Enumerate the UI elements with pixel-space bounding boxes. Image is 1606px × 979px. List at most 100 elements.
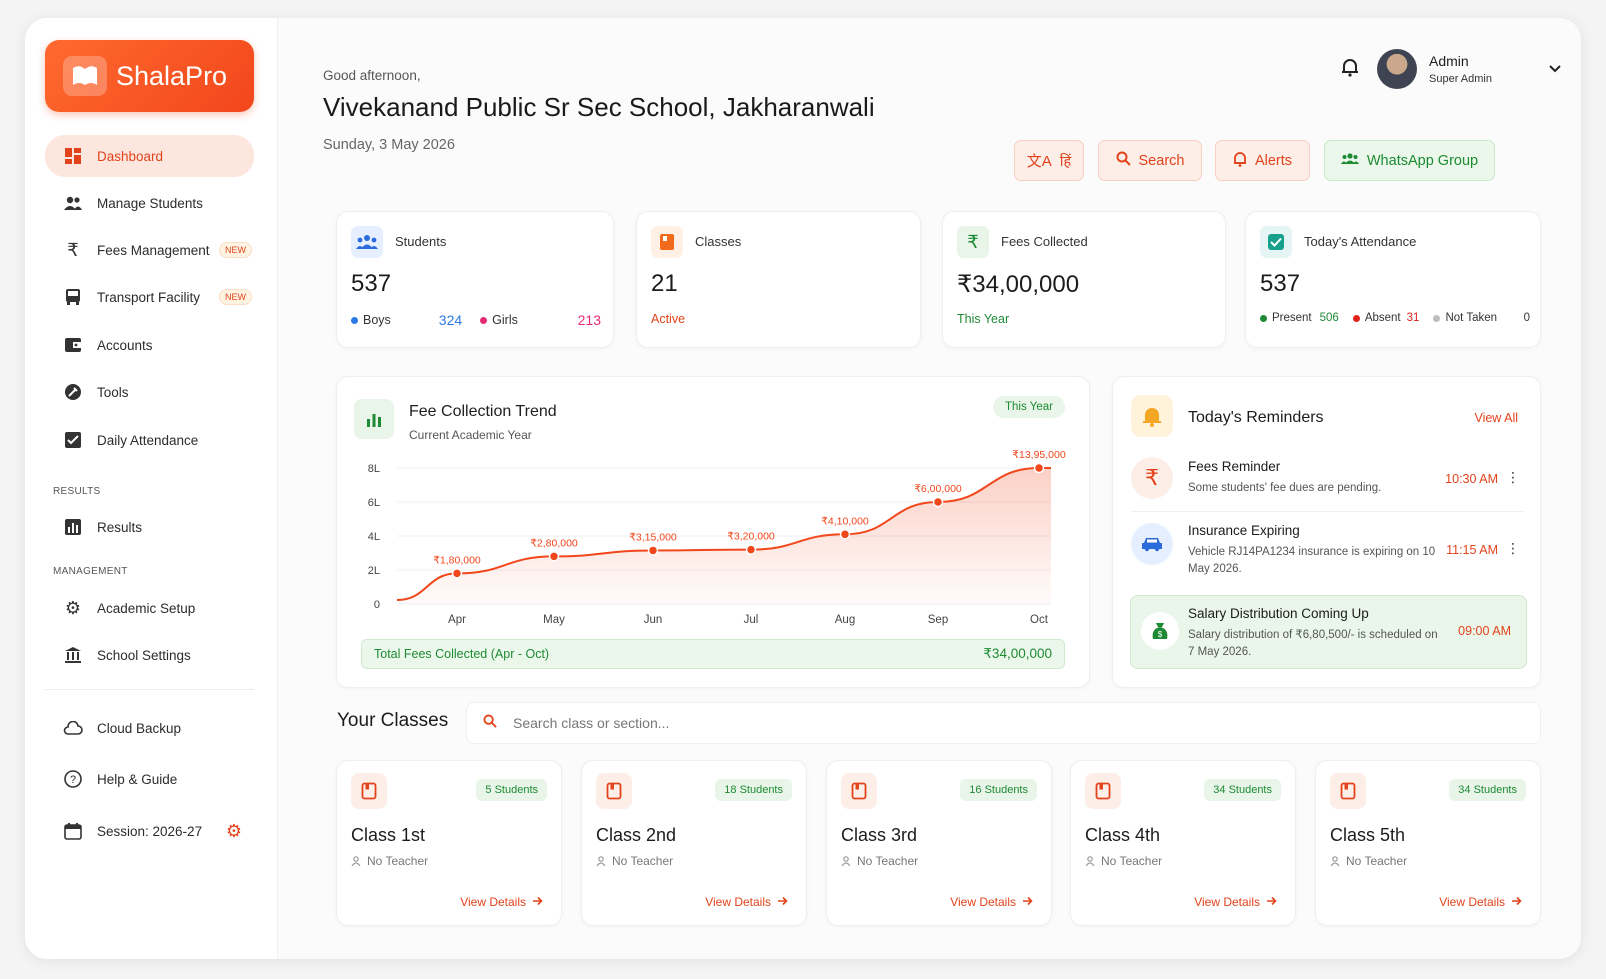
session-settings-gear-icon[interactable]: ⚙ [225,820,242,841]
total-fees-bar: Total Fees Collected (Apr - Oct) ₹34,00,… [361,639,1065,669]
book-icon [596,773,632,809]
attendance-stat-card[interactable]: Today's Attendance 537 Present 506 Absen… [1245,211,1541,348]
chart-period-badge[interactable]: This Year [993,396,1065,418]
page-title: Vivekanand Public Sr Sec School, Jakhara… [323,92,875,122]
view-details-label: View Details [1194,895,1260,909]
users-icon [63,193,83,213]
boys-count: 324 [438,312,463,328]
y-tick-label: 8L [368,463,380,475]
sidebar-item-academic-setup[interactable]: ⚙ Academic Setup [45,587,254,629]
x-tick-label: May [543,614,565,626]
more-options-icon[interactable]: ⋮ [1506,540,1520,556]
whatsapp-group-button[interactable]: WhatsApp Group [1324,140,1495,181]
group-icon [1340,152,1359,169]
x-tick-label: Apr [448,614,466,626]
view-details-link[interactable]: View Details [950,895,1033,909]
avatar[interactable] [1377,49,1417,89]
session-selector[interactable]: Session: 2026-27 ⚙ [45,810,254,852]
attendance-value: 537 [1260,270,1301,297]
session-label: Session: 2026-27 [97,823,203,839]
not-taken-count: 0 [1523,312,1530,324]
rupee-icon: ₹ [957,226,989,258]
class-card[interactable]: 34 Students Class 5th No Teacher View Detai… [1315,760,1541,926]
total-label: Total Fees Collected [374,647,488,661]
arrow-right-icon [532,895,543,909]
view-details-link[interactable]: View Details [705,895,788,909]
sidebar-item-label: Manage Students [97,195,203,211]
data-label: ₹2,80,000 [530,537,578,549]
view-details-link[interactable]: View Details [460,895,543,909]
teacher-label: No Teacher [612,854,674,868]
money-bag-icon: $ [1141,612,1179,650]
language-label: हिं [1059,153,1072,170]
view-details-link[interactable]: View Details [1194,895,1277,909]
user-role: Super Admin [1429,73,1492,85]
attendance-title: Today's Attendance [1304,234,1417,249]
absent-count: 31 [1406,312,1420,324]
reminder-desc: Vehicle RJ14PA1234 insurance is expiring… [1188,546,1436,575]
sidebar-item-accounts[interactable]: Accounts [45,324,254,366]
reminder-item-highlighted[interactable]: $ Salary Distribution Coming Up Salary d… [1130,595,1527,669]
sidebar-item-fees-management[interactable]: ₹ Fees Management NEW [45,229,254,271]
sidebar-item-results[interactable]: Results [45,506,254,548]
class-search-box[interactable] [466,702,1541,744]
students-stat-card[interactable]: Students 537 Boys 324 Girls 213 [336,211,614,348]
greeting: Good afternoon, [323,68,421,83]
sidebar-item-manage-students[interactable]: Manage Students [45,182,254,224]
sidebar-item-label: Dashboard [97,148,164,164]
class-teacher: No Teacher [351,854,428,868]
class-teacher: No Teacher [596,854,673,868]
y-tick-label: 4L [368,531,380,543]
rupee-icon: ₹ [67,239,79,260]
view-details-link[interactable]: View Details [1439,895,1522,909]
sidebar: ShalaPro Dashboard Manage Students ₹ Fee… [25,18,278,959]
fees-period: This Year [957,312,1010,326]
search-label: Search [1138,152,1185,169]
data-point [932,496,944,508]
girls-label: Girls [492,313,518,327]
svg-text:$: $ [1158,630,1163,639]
x-tick-label: Sep [928,614,948,626]
sidebar-item-daily-attendance[interactable]: Daily Attendance [45,419,254,461]
notification-bell-icon[interactable] [1341,57,1359,82]
brand-logo[interactable]: ShalaPro [45,40,254,112]
sidebar-item-label: Help & Guide [97,771,178,787]
sidebar-divider [45,689,254,690]
arrow-right-icon [1511,895,1522,909]
fees-stat-card[interactable]: ₹ Fees Collected ₹34,00,000 This Year [942,211,1226,348]
sidebar-item-help-guide[interactable]: ? Help & Guide [45,758,254,800]
user-menu[interactable]: Admin Super Admin [1341,36,1561,102]
class-name: Class 2nd [596,825,677,845]
class-search-input[interactable] [513,715,1413,731]
sidebar-item-school-settings[interactable]: School Settings [45,634,254,676]
data-label: ₹3,20,000 [727,531,775,543]
data-label: ₹13,95,000 [1012,449,1066,461]
class-card[interactable]: 5 Students Class 1st No Teacher View Detail… [336,760,562,926]
data-point [548,551,560,562]
class-name: Class 5th [1330,825,1406,845]
sidebar-item-cloud-backup[interactable]: Cloud Backup [45,707,254,749]
total-value: ₹34,00,000 [983,646,1052,661]
view-all-link[interactable]: View All [1474,411,1518,425]
sidebar-item-dashboard[interactable]: Dashboard [45,135,254,177]
classes-stat-card[interactable]: Classes 21 Active [636,211,921,348]
sidebar-item-transport-facility[interactable]: Transport Facility NEW [45,276,254,318]
x-tick-label: Aug [835,614,855,626]
student-count-badge: 18 Students [715,779,792,801]
girls-count: 213 [577,312,601,328]
arrow-right-icon [1266,895,1277,909]
reminder-bell-icon [1131,395,1173,437]
book-icon [651,226,683,258]
fee-trend-chart: 0 2L 4L 6L 8L ₹1,80,000 Apr ₹2,80,000 May ₹3,15,0… [368,449,1066,626]
sidebar-item-tools[interactable]: Tools [45,371,254,413]
more-options-icon[interactable]: ⋮ [1506,469,1520,485]
student-count-badge: 16 Students [960,779,1037,801]
class-card[interactable]: 16 Students Class 3rd No Teacher View Detai… [826,760,1052,926]
search-button[interactable]: Search [1098,140,1202,181]
language-toggle-button[interactable]: 文A हिं [1014,140,1084,181]
results-chart-icon [63,517,83,537]
chevron-down-icon[interactable] [1549,60,1561,78]
alerts-button[interactable]: Alerts [1215,140,1310,181]
class-card[interactable]: 18 Students Class 2nd No Teacher View Detai… [581,760,807,926]
class-card[interactable]: 34 Students Class 4th No Teacher View Detai… [1070,760,1296,926]
